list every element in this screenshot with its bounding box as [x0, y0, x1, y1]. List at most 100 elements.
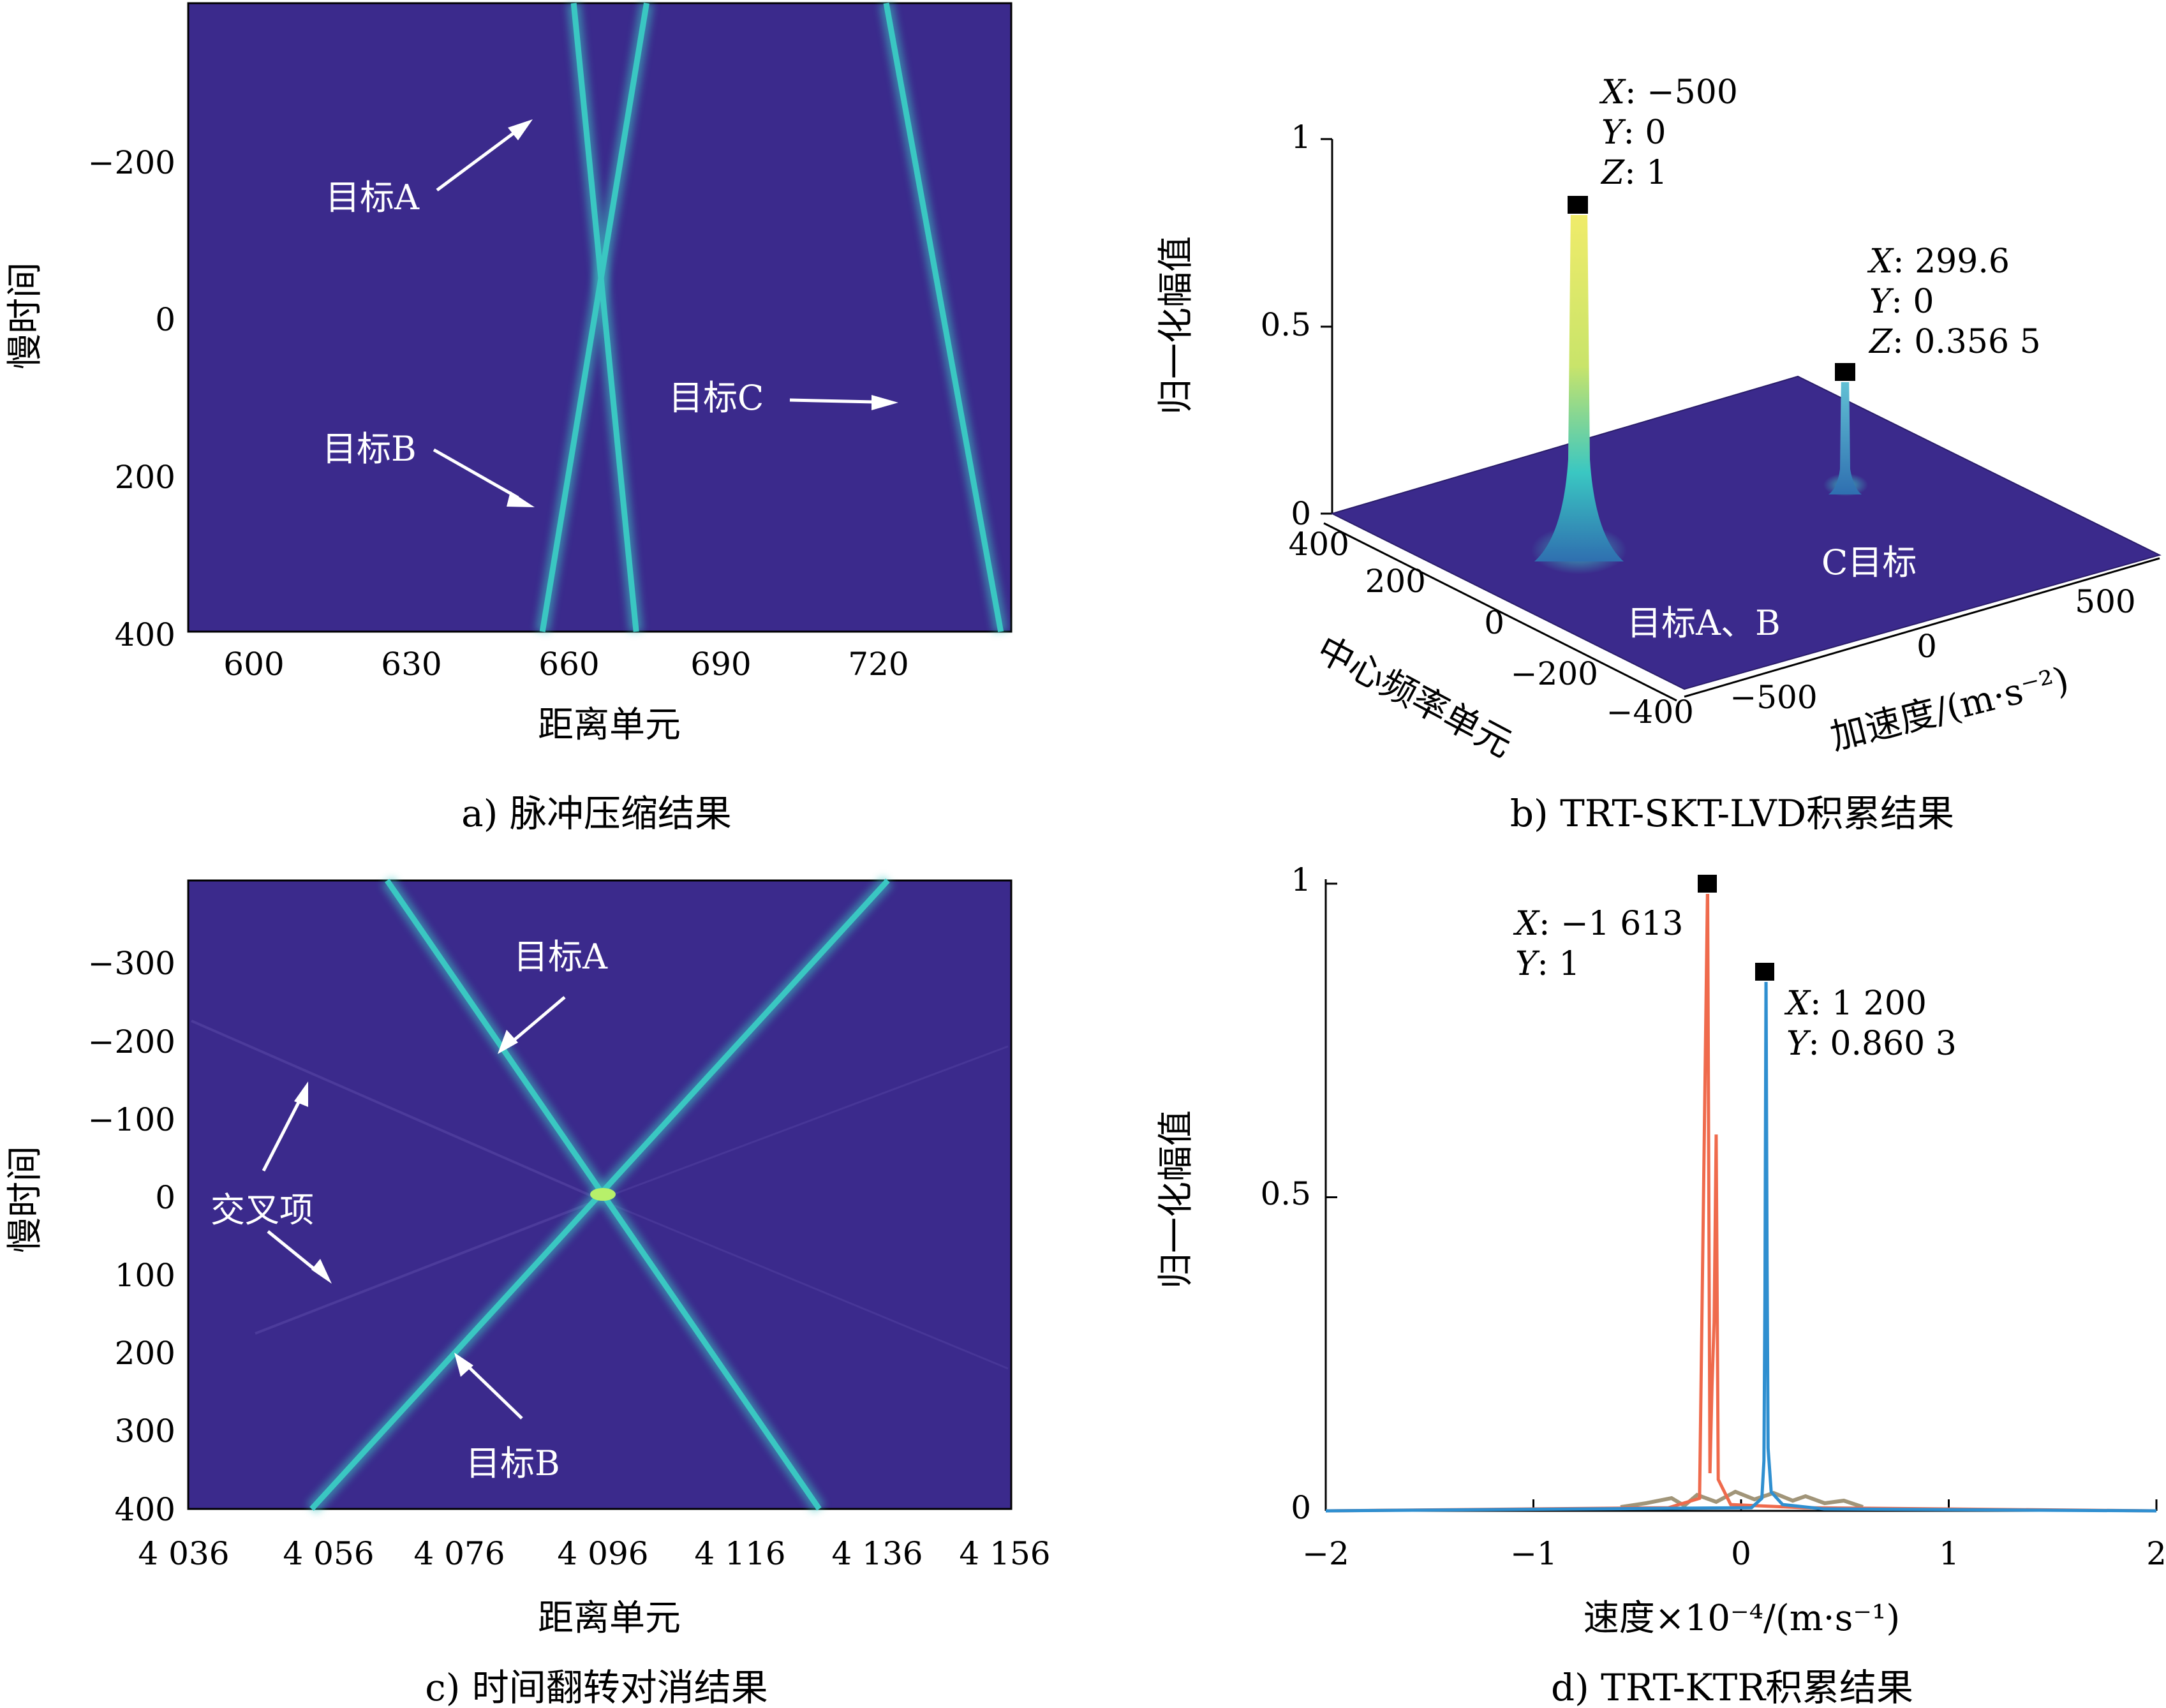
panel-b: 1 0.5 0 归一化幅值 X: −500 Y: 0 Z: 1 X: 299.6… — [1155, 73, 2162, 835]
c-arrow-a — [509, 996, 566, 1044]
b-ylabel: 中心频率单元 — [1310, 628, 1518, 766]
a-annot-target-b: 目标B — [322, 429, 417, 469]
c-xtick: 4 136 — [831, 1535, 923, 1572]
c-xtick: 4 116 — [694, 1535, 785, 1572]
d-datatip-marker-red — [1696, 873, 1718, 894]
b-xlabel: 加速度/(m·s⁻²) — [1827, 659, 2073, 759]
a-xtick: 720 — [848, 646, 909, 683]
b-annot-c: C目标 — [1821, 542, 1917, 583]
c-xtick: 4 056 — [283, 1535, 374, 1572]
c-arrow-b — [464, 1363, 523, 1420]
c-ytick: −100 — [88, 1101, 175, 1138]
a-ytick: 0 — [155, 301, 175, 338]
b-zlabel: 归一化幅值 — [1155, 236, 1197, 415]
b-datatip-marker-c — [1834, 362, 1857, 382]
a-annot-target-c: 目标C — [669, 378, 764, 418]
c-cross-term — [599, 1045, 1009, 1201]
b-datatip-2: Z: 0.356 5 — [1868, 323, 2041, 361]
d-datatip-1: X: −1 613 — [1513, 905, 1684, 943]
c-annot-target-a: 目标A — [514, 937, 608, 977]
d-datatip-1: Y: 1 — [1515, 945, 1580, 983]
b-xtick: −500 — [1730, 679, 1817, 716]
b-xaxis — [1684, 557, 2160, 698]
b-datatip-1: X: −500 — [1599, 73, 1738, 112]
c-arrowhead-b — [454, 1353, 473, 1377]
c-ytick: 400 — [115, 1491, 175, 1528]
d-series-blue — [1325, 971, 2157, 1513]
d-noise — [1620, 1489, 1864, 1509]
c-cross-term — [191, 1020, 600, 1201]
b-datatip-1: Z: 1 — [1600, 154, 1667, 192]
d-xtick: 1 — [1939, 1535, 1959, 1572]
d-datatip-2: X: 1 200 — [1784, 984, 1927, 1023]
b-datatip-2: X: 299.6 — [1867, 242, 2010, 281]
a-ytick: 400 — [115, 616, 175, 653]
a-arrowhead-a — [508, 119, 533, 140]
c-ytick: 200 — [115, 1335, 175, 1372]
a-xtick: 660 — [538, 646, 599, 683]
a-xtick: 630 — [381, 646, 441, 683]
panel-c: −300 −200 −100 0 100 200 300 400 4 036 4… — [4, 875, 1051, 1708]
b-floor — [1330, 375, 2162, 690]
d-datatip-2: Y: 0.860 3 — [1786, 1025, 1957, 1063]
d-datatip-marker-blue — [1754, 962, 1776, 982]
d-series-red — [1325, 883, 2157, 1513]
b-ytick: −400 — [1606, 694, 1694, 731]
c-xlabel: 距离单元 — [538, 1598, 681, 1639]
a-annot-target-a: 目标A — [325, 177, 420, 218]
a-arrowhead-c — [872, 395, 898, 410]
c-ytick: −200 — [88, 1023, 175, 1060]
a-xlabel: 距离单元 — [538, 704, 681, 746]
b-yaxis — [1323, 522, 1677, 702]
a-ytick: −200 — [88, 144, 175, 181]
a-arrow-c — [789, 398, 875, 404]
a-xtick: 690 — [690, 646, 751, 683]
b-ytick: 400 — [1289, 526, 1349, 563]
c-ytick: 0 — [155, 1179, 175, 1216]
a-trace-1 — [570, 3, 639, 632]
c-cross-term — [599, 1198, 1009, 1370]
c-ytick: 100 — [115, 1257, 175, 1294]
b-datatip-2: Y: 0 — [1869, 283, 1934, 321]
c-xtick: 4 036 — [138, 1535, 229, 1572]
d-ytick: 0 — [1291, 1489, 1311, 1526]
b-caption: b) TRT-SKT-LVD积累结果 — [1510, 792, 1954, 835]
b-ytick: −200 — [1511, 655, 1598, 692]
c-caption: c) 时间翻转对消结果 — [425, 1666, 768, 1708]
a-caption: a) 脉冲压缩结果 — [461, 792, 732, 835]
c-xtick: 4 076 — [413, 1535, 505, 1572]
d-xtick: −1 — [1510, 1535, 1557, 1572]
b-ztick-label: 0 — [1291, 495, 1311, 532]
a-xtick: 600 — [223, 646, 284, 683]
b-annot-ab: 目标A、B — [1627, 603, 1781, 643]
series-group-d — [1325, 883, 2157, 1513]
trace-group-a — [535, 2, 1008, 633]
c-arrowhead-a — [498, 1030, 518, 1054]
a-ytick: 200 — [115, 459, 175, 496]
d-xtick: −2 — [1302, 1535, 1349, 1572]
a-arrowhead-b — [507, 491, 535, 507]
c-ylabel: 慢时间 — [4, 1146, 46, 1253]
a-arrow-a — [436, 129, 518, 192]
d-xlabel: 速度×10⁻⁴/(m·s⁻¹) — [1584, 1598, 1900, 1639]
d-ylabel: 归一化幅值 — [1155, 1110, 1197, 1289]
panel-d: 1 0.5 0 −2 −1 0 1 2 速度×10⁻⁴/(m·s⁻¹) 归一化幅… — [1155, 861, 2166, 1708]
d-ytick: 0.5 — [1260, 1175, 1311, 1212]
c-ytick: 300 — [115, 1413, 175, 1450]
d-xtick: 2 — [2146, 1535, 2166, 1572]
b-ytick: 0 — [1484, 604, 1504, 641]
b-datatip-1: Y: 0 — [1601, 114, 1666, 152]
c-intersection — [590, 1188, 616, 1201]
b-peak-c — [1828, 371, 1862, 494]
c-ytick: −300 — [88, 945, 175, 982]
panel-a: −200 0 200 400 600 630 660 690 720 距离单元 … — [4, 2, 1013, 835]
d-ytick: 1 — [1291, 861, 1311, 898]
c-arrowhead-cross-down — [311, 1259, 332, 1284]
c-annot-target-b: 目标B — [466, 1443, 560, 1483]
b-xtick: 500 — [2075, 583, 2135, 620]
b-ytick: 200 — [1365, 563, 1426, 600]
b-ztick-label: 0.5 — [1260, 306, 1311, 343]
c-xtick: 4 156 — [959, 1535, 1050, 1572]
d-xtick: 0 — [1731, 1535, 1751, 1572]
